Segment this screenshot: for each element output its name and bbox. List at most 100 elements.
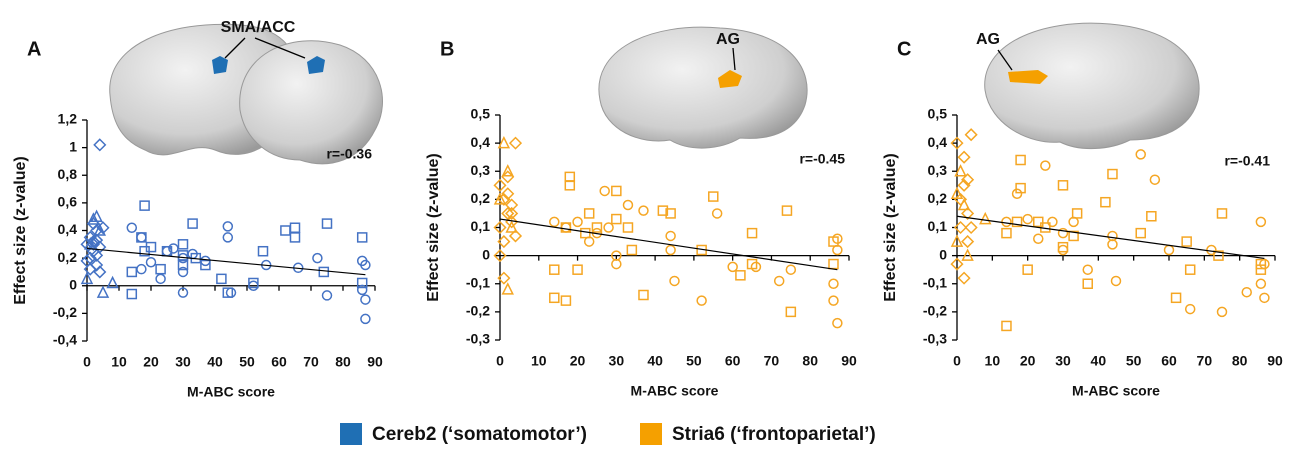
y-tick-label: 0,3	[928, 162, 948, 178]
point	[604, 223, 613, 232]
point	[281, 226, 290, 235]
x-tick-label: 30	[609, 353, 625, 369]
y-tick-label: 0,8	[58, 166, 78, 182]
x-axis-title: M-ABC score	[187, 384, 275, 400]
x-tick-label: 50	[1126, 353, 1142, 369]
x-tick-label: 60	[1161, 353, 1177, 369]
point	[666, 246, 675, 255]
x-tick-label: 70	[303, 354, 319, 370]
point	[959, 273, 970, 284]
y-tick-label: -0,3	[466, 331, 490, 347]
point	[1186, 265, 1195, 274]
point	[510, 138, 521, 149]
y-tick-label: -0,1	[923, 274, 947, 290]
point	[573, 265, 582, 274]
point	[156, 265, 165, 274]
point	[775, 276, 784, 285]
point	[1108, 170, 1117, 179]
panel-letter: A	[27, 38, 41, 60]
point	[1136, 150, 1145, 159]
x-tick-label: 80	[802, 353, 818, 369]
x-tick-label: 80	[335, 354, 351, 370]
point	[361, 295, 370, 304]
y-tick-label: 1	[69, 138, 77, 154]
y-tick-label: 0,1	[928, 218, 948, 234]
y-axis-title: Effect size (z-value)	[425, 153, 442, 301]
y-tick-label: -0,2	[466, 303, 490, 319]
point	[179, 240, 188, 249]
correlation-label: r=-0.41	[1224, 153, 1270, 169]
point	[223, 222, 232, 231]
y-tick-label: 0,2	[58, 249, 78, 265]
legend-label: Stria6 (‘frontoparietal’)	[672, 424, 876, 445]
point	[550, 217, 559, 226]
point	[188, 219, 197, 228]
point	[1108, 231, 1117, 240]
point	[565, 172, 574, 181]
point	[666, 231, 675, 240]
point	[94, 139, 105, 150]
point	[313, 254, 322, 263]
point	[829, 296, 838, 305]
y-tick-label: 0	[939, 246, 947, 262]
point	[127, 267, 136, 276]
point	[1034, 234, 1043, 243]
y-tick-label: 0,3	[471, 162, 491, 178]
point	[319, 267, 328, 276]
point	[1013, 189, 1022, 198]
x-tick-label: 90	[367, 354, 383, 370]
point	[227, 288, 236, 297]
point	[786, 265, 795, 274]
point	[623, 201, 632, 210]
point	[1147, 212, 1156, 221]
point	[709, 192, 718, 201]
point	[1002, 217, 1011, 226]
point	[1112, 276, 1121, 285]
x-tick-label: 10	[111, 354, 127, 370]
y-tick-label: 0,5	[471, 106, 491, 122]
point	[565, 181, 574, 190]
y-axis-title: Effect size (z-value)	[882, 153, 899, 301]
point	[1059, 246, 1068, 255]
x-tick-label: 90	[1267, 353, 1283, 369]
x-tick-label: 50	[686, 353, 702, 369]
legend-swatch	[340, 423, 362, 445]
point	[291, 233, 300, 242]
point	[127, 290, 136, 299]
point	[1023, 265, 1032, 274]
point	[736, 271, 745, 280]
x-tick-label: 0	[83, 354, 91, 370]
point	[1172, 293, 1181, 302]
point	[1218, 209, 1227, 218]
region-label: AG	[716, 31, 740, 48]
point	[291, 223, 300, 232]
y-tick-label: 0,4	[928, 134, 948, 150]
region-label: SMA/ACC	[221, 19, 296, 36]
y-tick-label: 0,5	[928, 106, 948, 122]
point	[217, 274, 226, 283]
x-tick-label: 20	[143, 354, 159, 370]
x-tick-label: 0	[496, 353, 504, 369]
x-tick-label: 30	[175, 354, 191, 370]
brain-lateral-c	[985, 23, 1199, 148]
point	[137, 233, 146, 242]
x-tick-label: 20	[1020, 353, 1036, 369]
point	[156, 274, 165, 283]
point	[1002, 321, 1011, 330]
x-tick-label: 60	[725, 353, 741, 369]
point	[358, 233, 367, 242]
point	[323, 219, 332, 228]
point	[627, 246, 636, 255]
point	[782, 206, 791, 215]
x-tick-label: 40	[647, 353, 663, 369]
x-tick-label: 10	[985, 353, 1001, 369]
point	[1059, 181, 1068, 190]
point	[962, 236, 973, 247]
point	[1002, 229, 1011, 238]
point	[259, 247, 268, 256]
y-tick-label: 0	[69, 276, 77, 292]
point	[829, 279, 838, 288]
correlation-label: r=-0.45	[799, 151, 845, 167]
x-tick-label: 70	[764, 353, 780, 369]
point	[1207, 246, 1216, 255]
